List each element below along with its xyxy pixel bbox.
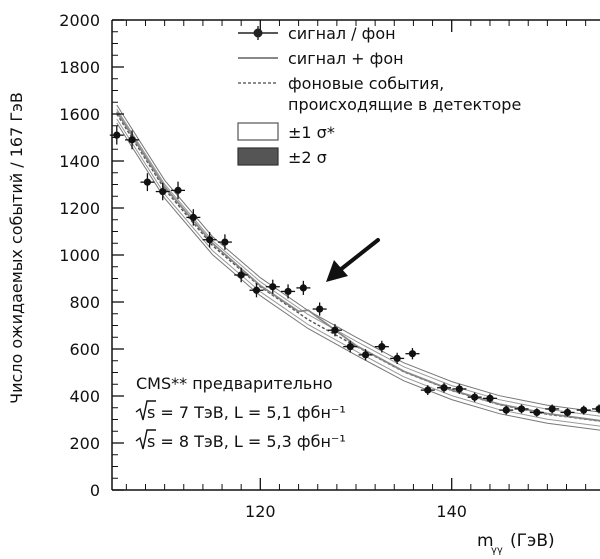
x-axis-label-unit: (ГэВ) xyxy=(510,531,555,551)
data-point xyxy=(174,186,182,194)
data-point xyxy=(113,131,121,139)
data-point xyxy=(206,236,214,244)
legend: сигнал / фон сигнал + фон фоновые событи… xyxy=(237,24,521,167)
data-point xyxy=(502,406,510,414)
y-tick-label: 1200 xyxy=(59,199,100,218)
axes: 0 200 400 600 800 1000 1200 1400 1600 1800 2000 120… xyxy=(59,11,600,521)
data-point xyxy=(252,286,261,294)
y-tick-label: 0 xyxy=(90,481,100,500)
data-point xyxy=(361,351,370,359)
sigma-band-edge-inner xyxy=(116,108,600,417)
y-tick-label: 1000 xyxy=(59,246,100,265)
y-tick-label: 1600 xyxy=(59,105,100,124)
legend-label-2sigma: ±2 σ xyxy=(288,148,327,167)
sigma-band-edge-inner xyxy=(116,118,600,427)
sigma-band-edge xyxy=(116,122,600,431)
data-point xyxy=(316,305,324,313)
x-axis-label-main: m xyxy=(477,531,494,551)
annotation-8tev: s = 8 ТэВ, L = 5,3 фбн⁻¹ xyxy=(147,432,346,451)
sigma-band-edge xyxy=(116,104,600,413)
data-point xyxy=(284,287,292,296)
legend-band-1sigma-icon xyxy=(237,122,279,141)
sigma-bands xyxy=(116,104,600,431)
y-tick-label: 400 xyxy=(69,387,100,406)
data-point xyxy=(221,238,229,246)
data-point xyxy=(517,405,526,413)
data-point xyxy=(486,394,494,402)
data-point xyxy=(378,343,386,351)
data-point xyxy=(269,283,277,291)
data-points xyxy=(109,125,600,417)
annotation-7tev: s = 7 ТэВ, L = 5,1 фбн⁻¹ xyxy=(147,403,346,422)
legend-label-background-2: происходящие в детекторе xyxy=(288,95,521,114)
data-point xyxy=(189,213,197,221)
data-point xyxy=(563,408,572,417)
data-point xyxy=(455,385,463,393)
annotation-cms: CMS** предварительно xyxy=(136,374,333,393)
y-tick-label: 200 xyxy=(69,434,100,453)
data-point xyxy=(237,271,245,279)
x-tick-label: 140 xyxy=(436,502,467,521)
y-axis-label: Число ожидаемых событий / 167 ГэВ xyxy=(7,92,26,404)
legend-label-background: фоновые события, xyxy=(288,74,444,93)
sqrt-icon xyxy=(135,400,156,421)
data-point xyxy=(346,343,354,351)
data-point xyxy=(393,354,401,362)
y-tick-label: 1400 xyxy=(59,152,100,171)
data-point xyxy=(299,284,307,292)
annotation: CMS** предварительно s = 7 ТэВ, L = 5,1 … xyxy=(135,374,346,451)
y-tick-label: 1800 xyxy=(59,58,100,77)
data-point xyxy=(128,136,136,144)
y-tick-label: 2000 xyxy=(59,11,100,30)
x-tick-label: 120 xyxy=(245,502,276,521)
data-point xyxy=(548,405,556,413)
x-axis-label: m γγ (ГэВ) xyxy=(477,531,555,556)
data-point xyxy=(580,406,588,414)
data-point xyxy=(143,178,152,186)
data-point xyxy=(471,393,479,401)
legend-band-2sigma-icon xyxy=(237,147,279,166)
legend-label-signal-bg: сигнал / фон xyxy=(288,24,396,43)
data-point xyxy=(595,405,600,413)
y-tick-label: 600 xyxy=(69,340,100,359)
data-point xyxy=(159,187,167,196)
signal-plus-background-line xyxy=(116,111,600,422)
data-point xyxy=(533,408,541,417)
legend-label-signal-plus-bg: сигнал + фон xyxy=(288,49,404,68)
fit-curves xyxy=(116,111,600,422)
x-axis-label-sub: γγ xyxy=(491,545,503,556)
data-point xyxy=(440,384,448,392)
data-point xyxy=(424,386,432,394)
legend-label-1sigma: ±1 σ* xyxy=(288,123,335,142)
data-point xyxy=(331,326,339,334)
arrow-icon xyxy=(326,238,380,282)
data-point xyxy=(408,350,417,358)
sqrt-icon xyxy=(135,429,156,450)
y-tick-label: 800 xyxy=(69,293,100,312)
